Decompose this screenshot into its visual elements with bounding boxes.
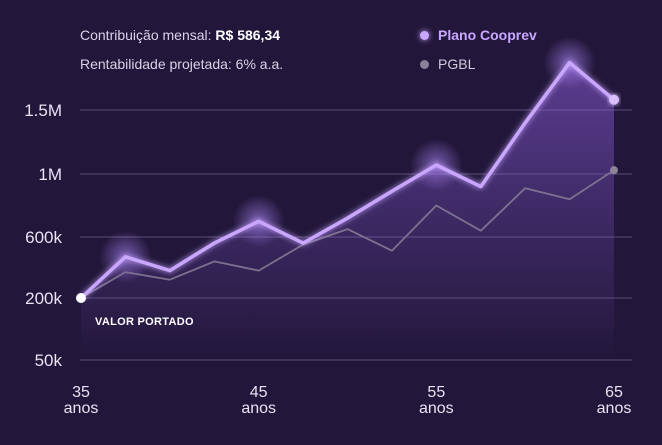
contribution-value: R$ 586,34 bbox=[215, 27, 281, 43]
x-tick-label: anos bbox=[64, 400, 99, 417]
rentability-text: Rentabilidade projetada: 6% a.a. bbox=[80, 56, 284, 72]
y-tick-label: 200k bbox=[25, 289, 62, 308]
y-tick-label: 50k bbox=[35, 351, 63, 370]
x-tick-label: anos bbox=[597, 400, 632, 417]
coop-end-point bbox=[609, 94, 619, 105]
x-tick-label: 55 bbox=[427, 384, 445, 401]
contribution-row: Contribuição mensal: R$ 586,34 bbox=[80, 24, 283, 46]
legend-dot-pgbl bbox=[420, 59, 429, 69]
legend-label-pgbl: PGBL bbox=[438, 56, 476, 72]
info-panel: Contribuição mensal: R$ 586,34 Rentabili… bbox=[80, 24, 283, 82]
x-tick-label: 65 bbox=[605, 384, 623, 401]
start-annotation: VALOR PORTADO bbox=[95, 316, 194, 328]
x-tick-label: anos bbox=[241, 400, 276, 417]
x-tick-label: anos bbox=[419, 400, 454, 417]
coop-area bbox=[81, 62, 614, 360]
series-line-pgbl bbox=[80, 169, 615, 299]
series-line-coop bbox=[79, 60, 616, 300]
y-tick-label: 1M bbox=[38, 165, 62, 184]
x-tick-label: 35 bbox=[72, 384, 90, 401]
legend-item-pgbl[interactable]: PGBL bbox=[420, 53, 537, 75]
pgbl-end-point bbox=[610, 166, 618, 175]
x-tick-label: 45 bbox=[250, 384, 268, 401]
y-tick-label: 600k bbox=[25, 228, 62, 247]
contribution-label: Contribuição mensal: bbox=[80, 27, 212, 43]
legend-item-coop[interactable]: Plano Cooprev bbox=[420, 24, 537, 46]
legend: Plano Cooprev PGBL bbox=[420, 24, 537, 82]
legend-dot-coop bbox=[420, 30, 429, 40]
legend-label-coop: Plano Cooprev bbox=[438, 27, 537, 43]
start-point bbox=[76, 293, 86, 303]
y-tick-label: 1.5M bbox=[24, 101, 62, 120]
